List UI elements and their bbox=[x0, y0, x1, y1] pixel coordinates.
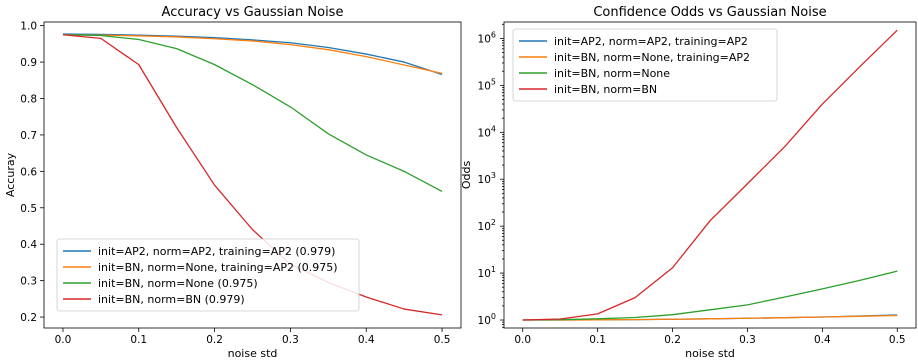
accuracy-plot-area bbox=[43, 21, 462, 329]
accuracy-series-line-2 bbox=[62, 34, 443, 192]
accuracy-x-tick-label: 0.4 bbox=[358, 334, 375, 346]
accuracy-x-tick-label: 0.3 bbox=[282, 334, 299, 346]
accuracy-y-tick-label: 0.5 bbox=[20, 203, 37, 215]
odds-plot-area bbox=[503, 21, 917, 329]
odds-legend-label-1: init=BN, norm=None, training=AP2 bbox=[554, 51, 750, 64]
accuracy-legend-label-2: init=BN, norm=None (0.975) bbox=[98, 277, 258, 290]
odds-y-tick-label: 102 bbox=[478, 218, 496, 233]
odds-x-tick-label: 0.3 bbox=[739, 334, 756, 346]
odds-x-label: noise std bbox=[685, 347, 735, 360]
odds-series-line-2 bbox=[522, 270, 898, 321]
accuracy-series-lines bbox=[62, 33, 443, 316]
odds-x-ticks: 0.0 0.1 0.2 0.3 0.4 0.5 bbox=[514, 328, 906, 346]
accuracy-x-tick-label: 0.5 bbox=[434, 334, 451, 346]
odds-series-line-1 bbox=[522, 314, 898, 321]
odds-x-tick-label: 0.5 bbox=[889, 334, 906, 346]
accuracy-x-ticks: 0.0 0.1 0.2 0.3 0.4 0.5 bbox=[55, 328, 451, 346]
odds-legend: init=AP2, norm=AP2, training=AP2 init=BN,… bbox=[512, 28, 778, 102]
odds-legend-box bbox=[512, 28, 778, 102]
accuracy-chart: Accuracy vs Gaussian Noise 0.0 0.1 0.2 0.3 0… bbox=[4, 5, 462, 360]
odds-legend-label-2: init=BN, norm=None bbox=[554, 67, 670, 80]
accuracy-x-label: noise std bbox=[228, 347, 278, 360]
odds-y-tick-label: 104 bbox=[478, 124, 496, 139]
odds-y-tick-label: 100 bbox=[478, 312, 496, 327]
odds-y-tick-label: 106 bbox=[478, 30, 496, 45]
accuracy-y-tick-label: 0.4 bbox=[20, 239, 37, 251]
odds-x-tick-label: 0.0 bbox=[514, 334, 531, 346]
odds-y-label: Odds bbox=[460, 161, 473, 190]
accuracy-legend-label-0: init=AP2, norm=AP2, training=AP2 (0.979) bbox=[98, 245, 335, 258]
accuracy-legend: init=AP2, norm=AP2, training=AP2 (0.979)… bbox=[56, 238, 360, 312]
accuracy-y-tick-label: 1.0 bbox=[20, 21, 37, 33]
accuracy-legend-label-1: init=BN, norm=None, training=AP2 (0.975) bbox=[98, 261, 338, 274]
accuracy-x-tick-label: 0.1 bbox=[130, 334, 147, 346]
accuracy-y-label: Accuray bbox=[4, 152, 17, 197]
accuracy-legend-box bbox=[56, 238, 360, 312]
odds-legend-label-3: init=BN, norm=BN bbox=[554, 83, 657, 96]
odds-x-tick-label: 0.2 bbox=[664, 334, 681, 346]
accuracy-legend-label-3: init=BN, norm=BN (0.979) bbox=[98, 293, 245, 306]
accuracy-y-tick-label: 0.2 bbox=[20, 312, 37, 324]
odds-y-ticks: 100 101 102 103 104 105 106 bbox=[478, 23, 504, 328]
odds-x-tick-label: 0.1 bbox=[589, 334, 606, 346]
accuracy-y-tick-label: 0.9 bbox=[20, 57, 37, 69]
odds-x-tick-label: 0.4 bbox=[814, 334, 831, 346]
accuracy-series-line-1 bbox=[62, 34, 443, 74]
odds-y-tick-label: 105 bbox=[478, 77, 496, 92]
accuracy-chart-title: Accuracy vs Gaussian Noise bbox=[162, 5, 344, 20]
accuracy-x-tick-label: 0.2 bbox=[206, 334, 223, 346]
odds-legend-label-0: init=AP2, norm=AP2, training=AP2 bbox=[554, 35, 748, 48]
odds-y-tick-label: 103 bbox=[478, 171, 496, 186]
accuracy-y-ticks: 0.2 0.3 0.4 0.5 0.6 0.7 0.8 0.9 1.0 bbox=[20, 21, 44, 324]
odds-series-lines bbox=[522, 29, 898, 321]
odds-chart-title: Confidence Odds vs Gaussian Noise bbox=[593, 5, 826, 20]
accuracy-y-tick-label: 0.6 bbox=[20, 166, 37, 178]
odds-y-tick-label: 101 bbox=[478, 265, 496, 280]
accuracy-x-tick-label: 0.0 bbox=[55, 334, 72, 346]
accuracy-series-line-0 bbox=[62, 33, 443, 76]
accuracy-series-line-3 bbox=[62, 34, 443, 316]
accuracy-y-tick-label: 0.3 bbox=[20, 276, 37, 288]
accuracy-y-tick-label: 0.7 bbox=[20, 130, 37, 142]
odds-chart: Confidence Odds vs Gaussian Noise 0.0 0.1… bbox=[460, 5, 917, 360]
accuracy-y-tick-label: 0.8 bbox=[20, 94, 37, 106]
odds-series-line-3 bbox=[522, 29, 898, 321]
